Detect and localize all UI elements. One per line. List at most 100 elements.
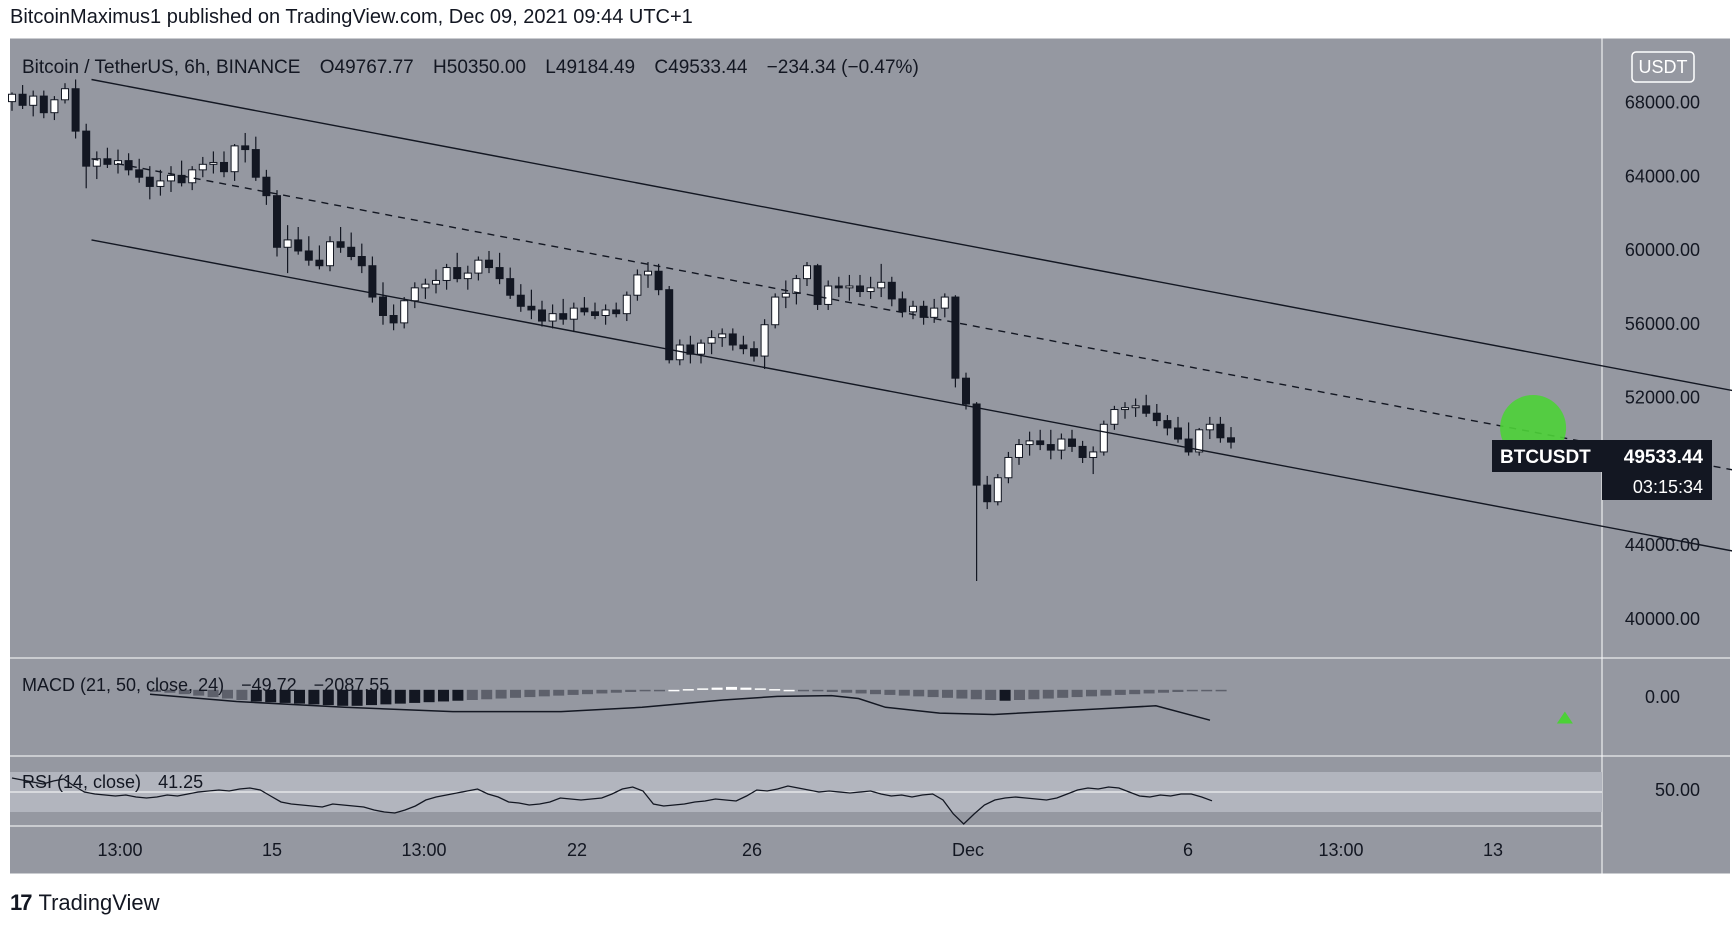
candle-body bbox=[824, 285, 833, 305]
price-tag-ticker: BTCUSDT bbox=[1500, 447, 1591, 468]
candle-body bbox=[1089, 451, 1098, 458]
candle-body bbox=[527, 305, 536, 311]
candle-body bbox=[262, 176, 271, 197]
x-tick-label: 22 bbox=[567, 840, 587, 860]
macd-bar bbox=[466, 689, 478, 700]
macd-bar bbox=[1186, 689, 1198, 692]
close-value: 49533.44 bbox=[668, 57, 748, 78]
macd-bar bbox=[740, 687, 752, 690]
candle-body bbox=[580, 307, 589, 313]
close-label: C bbox=[654, 57, 668, 78]
candle-body bbox=[167, 174, 175, 182]
tradingview-logo-icon[interactable]: 17 bbox=[10, 890, 33, 915]
change-value: −234.34 (−0.47%) bbox=[767, 57, 919, 78]
macd-bar bbox=[438, 689, 449, 702]
macd-bar bbox=[567, 689, 579, 695]
x-tick-label: 13:00 bbox=[97, 840, 142, 860]
candle-body bbox=[1174, 427, 1182, 440]
macd-bar bbox=[812, 689, 824, 692]
candle-body bbox=[474, 259, 483, 274]
candle-body bbox=[940, 296, 949, 309]
macd-bar bbox=[1215, 689, 1227, 692]
candle-body bbox=[1004, 456, 1013, 479]
rsi-legend: RSI (14, close) 41.25 bbox=[22, 772, 203, 792]
candle-body bbox=[803, 265, 811, 280]
candle-body bbox=[1110, 409, 1119, 425]
rsi-value: 41.25 bbox=[158, 772, 203, 792]
candle-body bbox=[962, 377, 970, 405]
macd-bar bbox=[538, 689, 550, 697]
candle-body bbox=[421, 283, 430, 289]
macd-bar bbox=[999, 689, 1011, 701]
y-tick-label: 64000.00 bbox=[1625, 166, 1700, 186]
candle-body bbox=[294, 239, 303, 252]
macd-bar bbox=[222, 689, 233, 699]
candle-body bbox=[1227, 437, 1235, 443]
macd-bar bbox=[711, 687, 723, 690]
candle-body bbox=[230, 145, 239, 173]
macd-bar bbox=[798, 689, 809, 692]
candle-body bbox=[188, 169, 197, 184]
y-tick-label: 44000.00 bbox=[1625, 535, 1700, 555]
macd-bar bbox=[754, 688, 766, 690]
rsi-axis-label: 50.00 bbox=[1655, 780, 1700, 800]
candle-body bbox=[951, 296, 960, 379]
candle-body bbox=[410, 287, 419, 302]
currency-badge-frame[interactable] bbox=[1631, 51, 1695, 83]
candle-body bbox=[432, 279, 440, 285]
macd-bar bbox=[1057, 689, 1069, 698]
macd-bar bbox=[294, 689, 305, 704]
candle-body bbox=[569, 307, 578, 320]
candle-body bbox=[739, 344, 748, 350]
candle-body bbox=[8, 93, 16, 103]
candle-body bbox=[633, 274, 642, 296]
candle-body bbox=[357, 256, 366, 267]
macd-bar bbox=[1071, 689, 1083, 698]
chart-container[interactable]: 68000.00 64000.00 60000.00 56000.00 52000.00… bbox=[0, 0, 1732, 880]
macd-bar bbox=[841, 689, 853, 693]
candle-body bbox=[326, 241, 334, 267]
candle-body bbox=[898, 298, 907, 313]
candle-body bbox=[1057, 438, 1066, 451]
macd-bar bbox=[1129, 689, 1141, 695]
macd-bar bbox=[783, 689, 795, 692]
macd-bar bbox=[337, 689, 349, 706]
candle-body bbox=[50, 99, 59, 114]
macd-bar bbox=[1028, 689, 1040, 700]
macd-bar bbox=[236, 689, 248, 700]
candle-body bbox=[845, 285, 854, 289]
channel-upper-line bbox=[91, 78, 1732, 392]
x-tick-label: 26 bbox=[742, 840, 762, 860]
candle-body bbox=[61, 88, 69, 101]
candle-body bbox=[1099, 423, 1108, 453]
macd-bar bbox=[553, 689, 565, 696]
y-tick-label: 40000.00 bbox=[1625, 609, 1700, 629]
macd-label: MACD (21, 50, close, 24) bbox=[22, 675, 224, 695]
currency-badge[interactable]: USDT bbox=[1639, 57, 1688, 77]
macd-bar bbox=[697, 688, 709, 690]
x-tick-label: 13:00 bbox=[401, 840, 446, 860]
macd-bar bbox=[942, 689, 953, 698]
x-tick-label: Dec bbox=[952, 840, 984, 860]
candle-body bbox=[1142, 405, 1151, 414]
macd-bar bbox=[423, 689, 435, 703]
macd-bar bbox=[625, 689, 637, 692]
price-tag-ticker-box bbox=[1492, 440, 1712, 472]
candle-body bbox=[516, 294, 525, 307]
candle-body bbox=[728, 333, 737, 346]
candle-body bbox=[612, 309, 621, 315]
candle-body bbox=[644, 270, 652, 276]
candle-body bbox=[548, 313, 557, 322]
macd-bar bbox=[452, 689, 464, 701]
low-value: 49184.49 bbox=[556, 57, 635, 78]
candle-body bbox=[506, 278, 515, 296]
candle-body bbox=[856, 285, 864, 293]
candle-body bbox=[718, 333, 727, 339]
candle-body bbox=[124, 160, 133, 171]
price-tag-countdown: 03:15:34 bbox=[1633, 477, 1703, 497]
macd-bar bbox=[193, 689, 205, 696]
candle-body bbox=[1184, 438, 1193, 453]
macd-bar bbox=[495, 689, 507, 699]
footer-brand[interactable]: TradingView bbox=[38, 890, 160, 915]
candle-body bbox=[135, 169, 144, 178]
